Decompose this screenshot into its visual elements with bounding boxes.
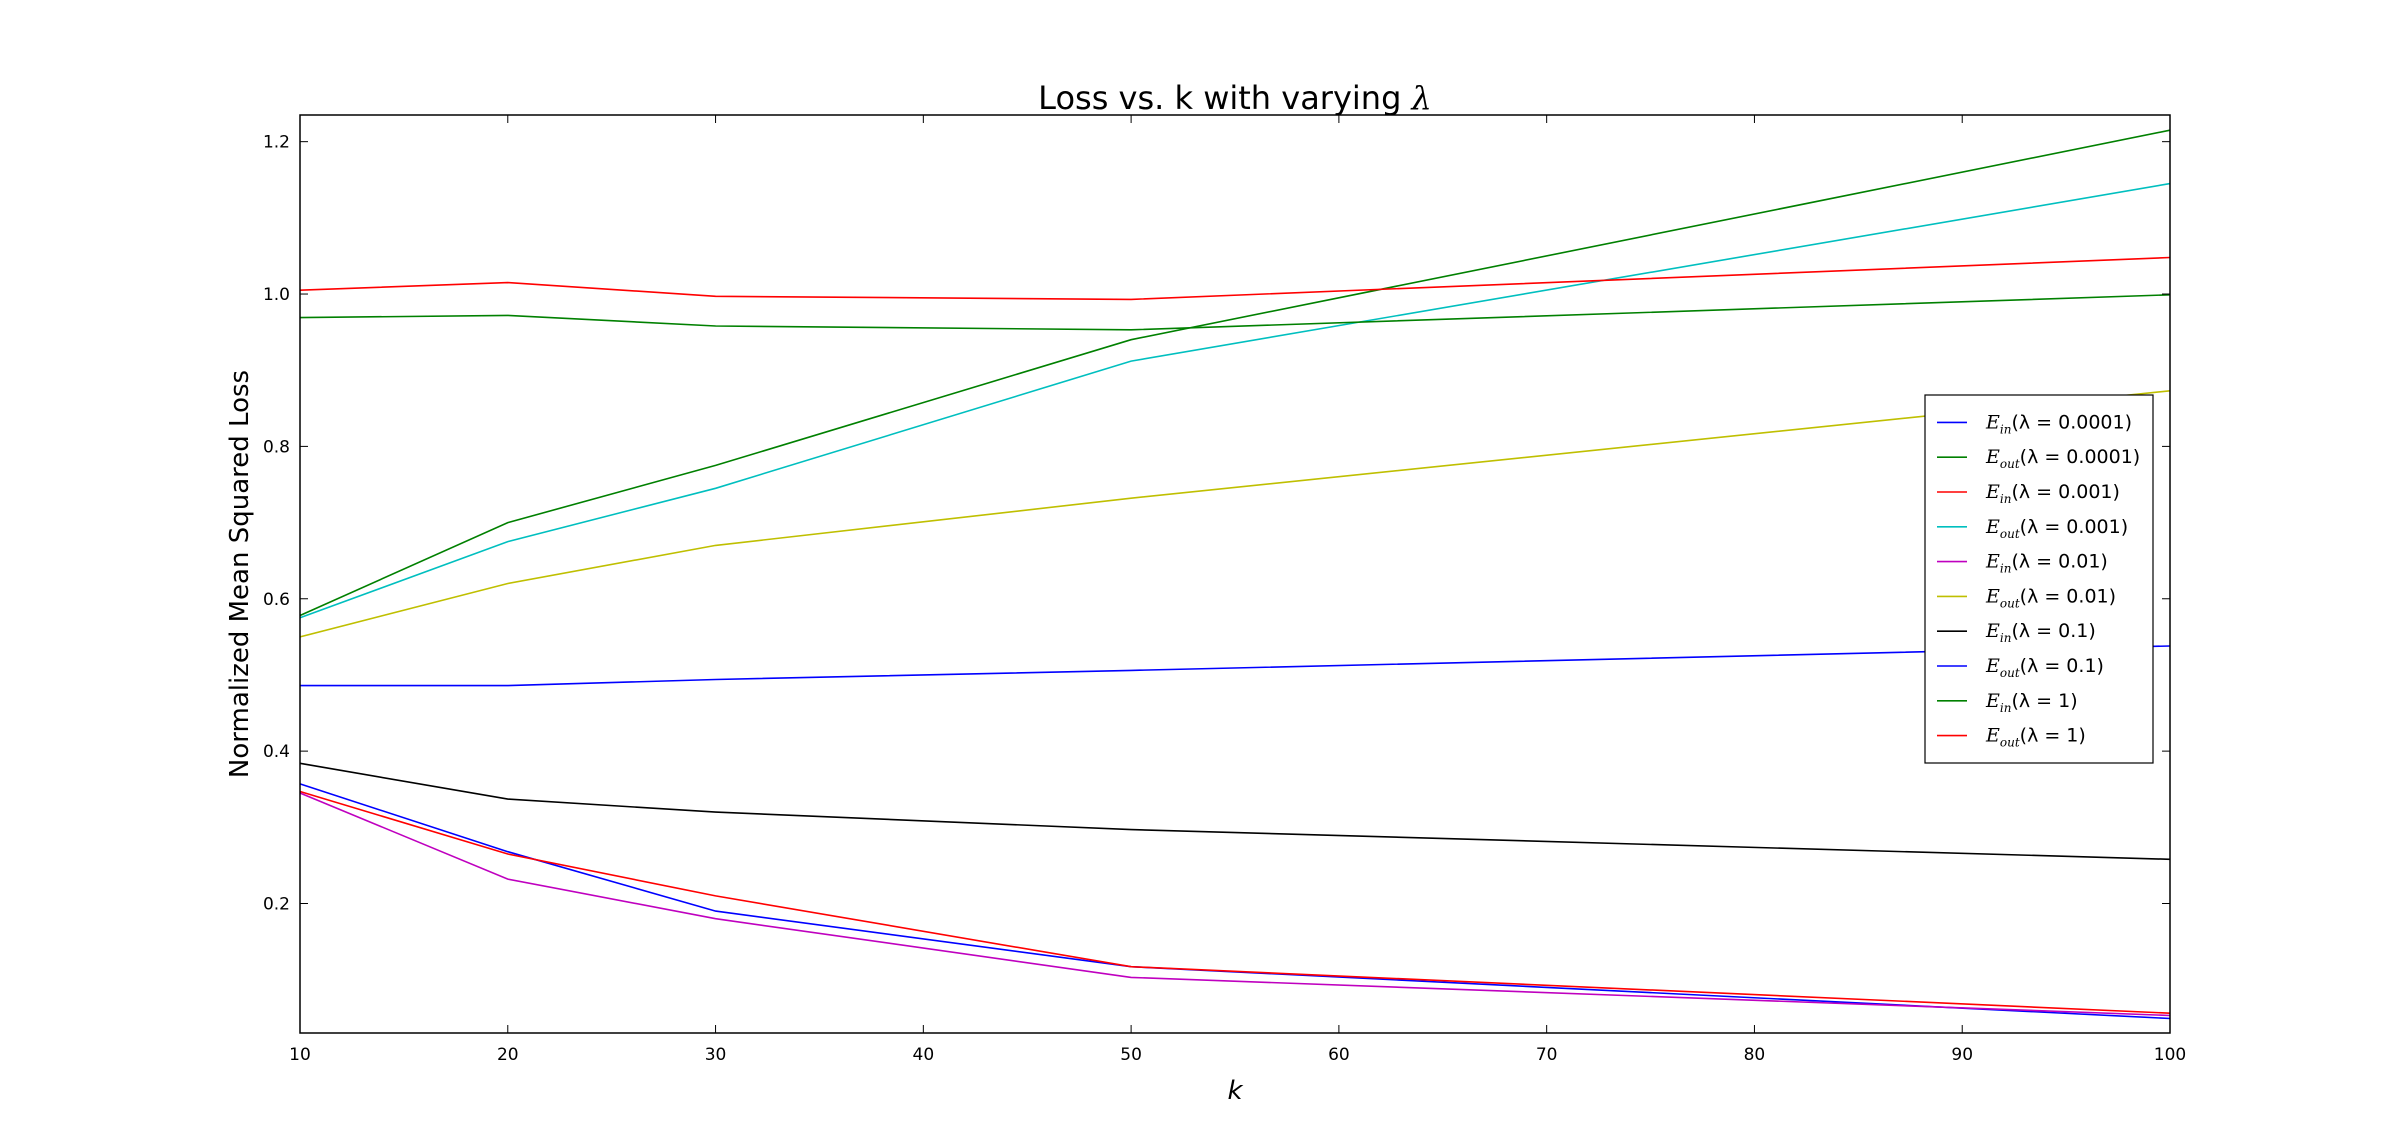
series-line-9 <box>299 294 2171 331</box>
legend-entry: Eout(λ = 1) <box>1985 725 2086 750</box>
legend: Ein(λ = 0.0001) Eout(λ = 0.0001) Ein(λ = 0… <box>1924 394 2154 764</box>
chart-title-lambda: λ <box>1410 79 1432 117</box>
plot-frame <box>299 114 2171 1034</box>
legend-entry: Eout(λ = 0.1) <box>1985 655 2104 680</box>
legend-entry: Eout(λ = 0.001) <box>1985 516 2128 541</box>
series-line-5 <box>299 792 2171 1017</box>
y-tick-label: 0.8 <box>263 437 290 457</box>
series-line-2 <box>299 129 2171 617</box>
legend-entry: Eout(λ = 0.0001) <box>1985 446 2140 471</box>
y-tick-label: 0.6 <box>263 590 290 610</box>
x-tick-label: 50 <box>1120 1045 1142 1065</box>
series-line-8 <box>300 645 2171 687</box>
y-tick-label: 0.4 <box>263 742 290 762</box>
series-line-7 <box>299 762 2171 861</box>
x-tick-label: 30 <box>705 1045 727 1065</box>
x-axis-label: k <box>1227 1076 1243 1106</box>
y-tick-label: 1.0 <box>263 285 290 305</box>
x-tick-label: 100 <box>2154 1045 2186 1065</box>
chart-title: Loss vs. k with varying λ <box>1038 79 1432 117</box>
legend-entry: Ein(λ = 0.0001) <box>1985 411 2132 436</box>
series-line-1 <box>299 783 2171 1020</box>
x-tick-label: 40 <box>913 1045 935 1065</box>
y-axis: 0.2 0.4 0.6 0.8 1.0 1.2 <box>263 133 2170 914</box>
legend-entry: Eout(λ = 0.01) <box>1985 585 2116 610</box>
series-line-4 <box>299 182 2171 619</box>
plot-lines <box>299 129 2171 1020</box>
series-line-10 <box>299 256 2171 301</box>
legend-entry: Ein(λ = 0.01) <box>1985 551 2108 576</box>
x-tick-label: 70 <box>1536 1045 1558 1065</box>
chart-title-text: Loss vs. k with varying <box>1038 79 1401 117</box>
series-line-3 <box>299 790 2171 1014</box>
x-tick-label: 80 <box>1744 1045 1766 1065</box>
y-tick-label: 0.2 <box>263 894 290 914</box>
x-tick-label: 10 <box>289 1045 311 1065</box>
legend-entry: Ein(λ = 0.1) <box>1985 620 2096 645</box>
series-line-6 <box>299 390 2171 638</box>
legend-box <box>1924 394 2154 764</box>
x-tick-label: 20 <box>497 1045 519 1065</box>
x-tick-label: 90 <box>1951 1045 1973 1065</box>
y-axis-label: Normalized Mean Squared Loss <box>225 370 255 778</box>
y-tick-label: 1.2 <box>263 133 290 153</box>
x-axis: 10 20 30 40 50 60 70 80 90 100 <box>289 115 2186 1065</box>
legend-entry: Ein(λ = 0.001) <box>1985 481 2120 506</box>
legend-entry: Ein(λ = 1) <box>1985 690 2078 715</box>
x-tick-label: 60 <box>1328 1045 1350 1065</box>
